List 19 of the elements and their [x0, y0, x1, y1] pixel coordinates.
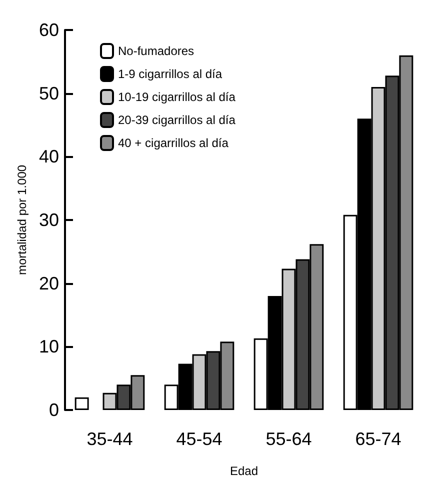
y-tick-label: 50 [38, 83, 59, 104]
y-tick-label: 20 [38, 273, 59, 294]
y-tick-label: 30 [38, 210, 59, 230]
x-tick-label: 45-54 [176, 429, 222, 449]
y-tick-label: 0 [48, 400, 59, 420]
bar [74, 397, 89, 410]
x-axis-title: Edad [230, 464, 258, 478]
legend-label: No-fumadores [118, 44, 194, 58]
y-tick-label: 10 [38, 336, 59, 357]
legend-label: 10-19 cigarrillos al día [118, 90, 236, 104]
y-tick-label: 60 [38, 20, 59, 40]
y-axis-title: mortalidad por 1.000 [15, 164, 30, 276]
legend-label: 40 + cigarrillos al día [118, 136, 229, 150]
legend-label: 20-39 cigarrillos al día [118, 113, 236, 127]
legend-label: 1-9 cigarrillos al día [118, 67, 222, 81]
x-tick-label: 65-74 [355, 429, 402, 449]
x-tick-label: 35-44 [86, 429, 133, 449]
x-tick-label: 55-64 [266, 429, 312, 449]
y-tick-label: 40 [38, 146, 59, 167]
